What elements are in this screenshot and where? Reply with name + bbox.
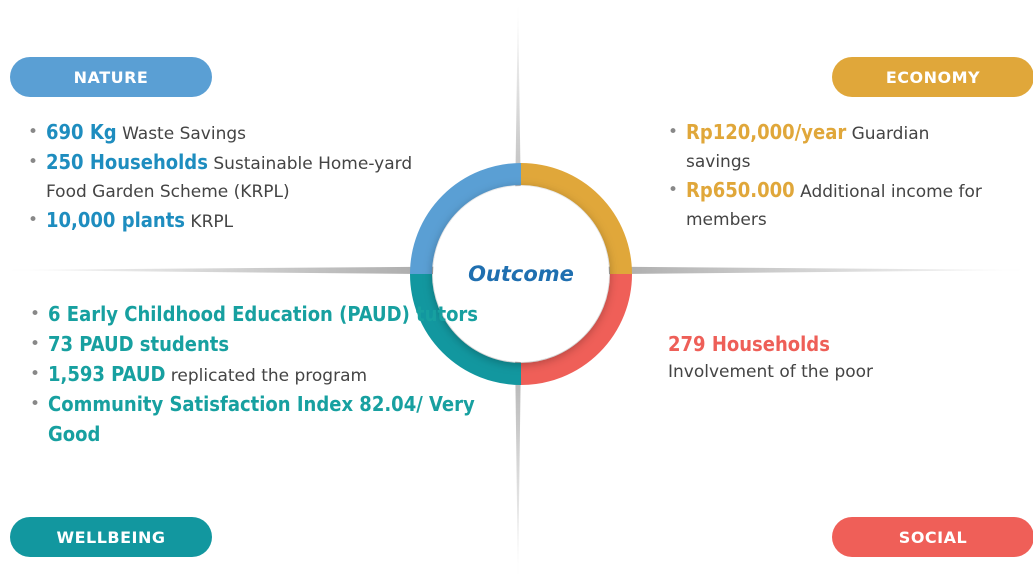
- economy-list: Rp120,000/year Guardian savingsRp650.000…: [668, 118, 998, 234]
- nature-arc: [410, 163, 522, 275]
- list-item: Rp650.000 Additional income for members: [668, 176, 998, 234]
- social-block: 279 Households Involvement of the poor: [668, 330, 873, 386]
- wellbeing-list: 6 Early Childhood Education (PAUD) tutor…: [30, 300, 480, 450]
- wellbeing-label: WELLBEING: [10, 517, 212, 557]
- social-label: SOCIAL: [832, 517, 1033, 557]
- list-item: 73 PAUD students: [30, 330, 480, 360]
- economy-label: ECONOMY: [832, 57, 1033, 97]
- item-text: Additional income for members: [686, 182, 982, 230]
- list-item: 690 Kg Waste Savings: [28, 118, 448, 148]
- highlight: 10,000 plants: [46, 208, 186, 232]
- highlight: Rp650.000: [686, 178, 795, 202]
- highlight: 1,593 PAUD: [48, 362, 166, 386]
- list-item: 250 Households Sustainable Home-yard Foo…: [28, 148, 448, 206]
- highlight: 690 Kg: [46, 120, 117, 144]
- item-text: replicated the program: [170, 366, 368, 386]
- highlight: 6 Early Childhood Education (PAUD) tutor…: [48, 302, 479, 326]
- highlight: 73 PAUD students: [48, 332, 230, 356]
- list-item: Community Satisfaction Index 82.04/ Very…: [30, 390, 480, 450]
- economy-arc: [520, 163, 632, 275]
- item-text: KRPL: [190, 212, 234, 232]
- list-item: Rp120,000/year Guardian savings: [668, 118, 998, 176]
- social-highlight: 279 Households: [668, 332, 830, 356]
- center-label: Outcome: [468, 262, 574, 286]
- nature-label: NATURE: [10, 57, 212, 97]
- item-text: Waste Savings: [122, 124, 247, 144]
- list-item: 6 Early Childhood Education (PAUD) tutor…: [30, 300, 480, 330]
- social-text: Involvement of the poor: [668, 362, 874, 382]
- highlight: Rp120,000/year: [686, 120, 847, 144]
- list-item: 10,000 plants KRPL: [28, 206, 448, 236]
- item-text: Sustainable Home-yard Food Garden Scheme…: [46, 154, 413, 202]
- highlight: 250 Households: [46, 150, 208, 174]
- social-arc: [520, 273, 632, 385]
- item-text: Guardian savings: [686, 124, 930, 172]
- list-item: 1,593 PAUD replicated the program: [30, 360, 480, 390]
- highlight: Community Satisfaction Index 82.04/ Very…: [48, 392, 475, 446]
- nature-list: 690 Kg Waste Savings250 Households Susta…: [28, 118, 448, 236]
